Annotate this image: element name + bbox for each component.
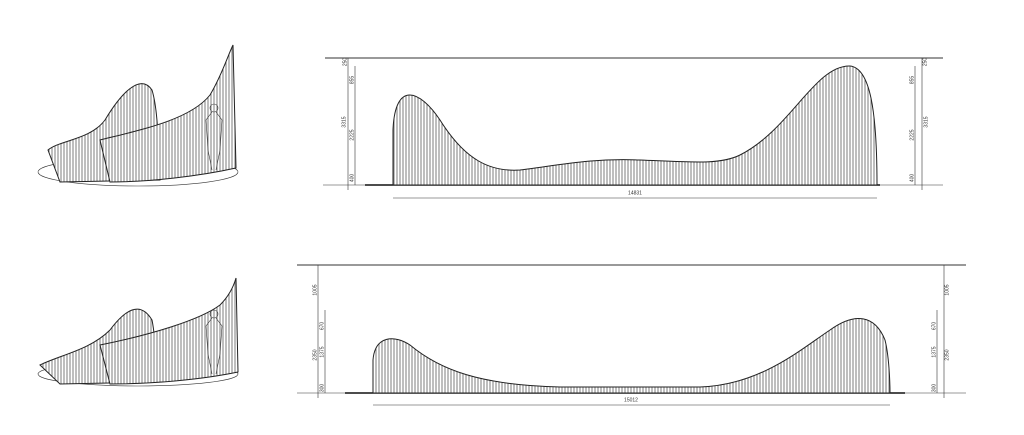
dim-label: 855 [909, 76, 915, 85]
dim-label: 1005 [312, 284, 318, 295]
elevation-bottom: 1005 670 2350 1375 300 1005 670 2350 137… [297, 264, 966, 406]
dim-label: 400 [909, 174, 915, 183]
dim-label: 250 [922, 58, 928, 67]
dim-label: 670 [931, 322, 937, 331]
dim-label: 3315 [923, 116, 929, 127]
length-label: 15012 [624, 397, 638, 403]
dim-label: 1375 [931, 346, 937, 357]
dim-label: 2225 [909, 129, 915, 140]
dim-label: 2350 [944, 349, 950, 360]
elevation-top: 250 855 3315 2225 400 250 855 3315 2225 … [323, 57, 943, 199]
length-label: 14831 [628, 190, 642, 196]
dim-label: 3315 [341, 116, 347, 127]
dim-label: 300 [931, 384, 937, 393]
perspective-bottom [37, 277, 239, 387]
dim-label: 2350 [312, 349, 318, 360]
perspective-top [37, 44, 239, 187]
dim-label: 855 [349, 76, 355, 85]
dim-label: 2225 [349, 129, 355, 140]
dim-label: 300 [319, 384, 325, 393]
dim-label: 400 [349, 174, 355, 183]
dim-label: 250 [342, 58, 348, 67]
dim-label: 670 [319, 322, 325, 331]
dim-label: 1005 [944, 284, 950, 295]
dim-label: 1375 [319, 346, 325, 357]
